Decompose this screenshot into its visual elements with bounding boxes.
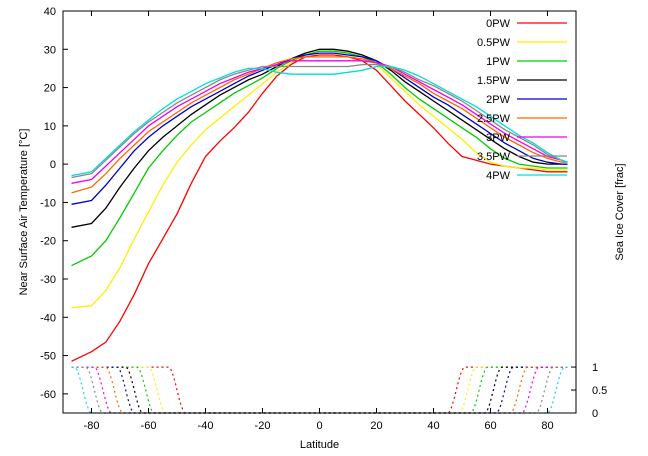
x-tick-label: 40 (427, 420, 439, 432)
legend-label-1.5PW: 1.5PW (477, 75, 511, 87)
series-line-1.5PW (71, 48, 568, 228)
y-tick-label: -50 (40, 351, 56, 363)
legend-label-2PW: 2PW (486, 94, 510, 106)
legend: 0PW 0.5PW 1PW 1.5PW 2PW 2.5PW 3PW 3.5PW 4PW (477, 18, 567, 182)
y-tick-label: -60 (40, 389, 56, 401)
x-axis-label: Latitude (300, 439, 339, 451)
x-tick-label: -80 (84, 420, 100, 432)
series-line-1PW (71, 50, 568, 267)
series-line-3PW (71, 60, 568, 184)
axes: -80 -60 -40 -20 0 20 40 60 80 -60 -50 -40 -30 -20 -10 0… (40, 6, 607, 432)
sea-ice-lines (71, 366, 568, 414)
series-line-0PW (71, 54, 568, 362)
y-tick-label: 40 (44, 6, 56, 18)
y-tick-label: -20 (40, 236, 56, 248)
x-tick-label: 20 (370, 420, 382, 432)
x-tick-label: -60 (141, 420, 157, 432)
y2-axis-label: Sea Ice Cover [frac] (614, 163, 626, 260)
y2-tick-label: 0 (592, 408, 598, 420)
y-axis-label: Near Surface Air Temperature [°C] (18, 129, 30, 296)
y-tick-label: 20 (44, 83, 56, 95)
legend-label-1PW: 1PW (486, 56, 510, 68)
legend-label-3PW: 3PW (486, 132, 510, 144)
y-tick-label: 0 (50, 159, 56, 171)
series-line-2.5PW (71, 56, 568, 194)
series-lines (71, 48, 568, 362)
y2-tick-label: 0.5 (592, 385, 607, 397)
x-tick-label: 80 (541, 420, 553, 432)
y2-tick-label: 1 (592, 362, 598, 374)
y-tick-label: 10 (44, 121, 56, 133)
y-tick-label: 30 (44, 44, 56, 56)
plot-frame (62, 10, 577, 414)
y-tick-label: -10 (40, 197, 56, 209)
y-tick-label: -30 (40, 274, 56, 286)
legend-label-4PW: 4PW (486, 170, 510, 182)
legend-label-0.5PW: 0.5PW (477, 37, 511, 49)
x-tick-label: -20 (255, 420, 271, 432)
series-line-4PW (71, 65, 568, 177)
legend-label-3.5PW: 3.5PW (477, 151, 511, 163)
legend-label-0PW: 0PW (486, 18, 510, 30)
x-tick-label: 0 (316, 420, 322, 432)
x-tick-label: 60 (484, 420, 496, 432)
series-line-2PW (71, 52, 568, 205)
x-tick-label: -40 (198, 420, 214, 432)
legend-label-2.5PW: 2.5PW (477, 113, 511, 125)
y-tick-label: -40 (40, 312, 56, 324)
series-line-3.5PW (71, 63, 568, 179)
